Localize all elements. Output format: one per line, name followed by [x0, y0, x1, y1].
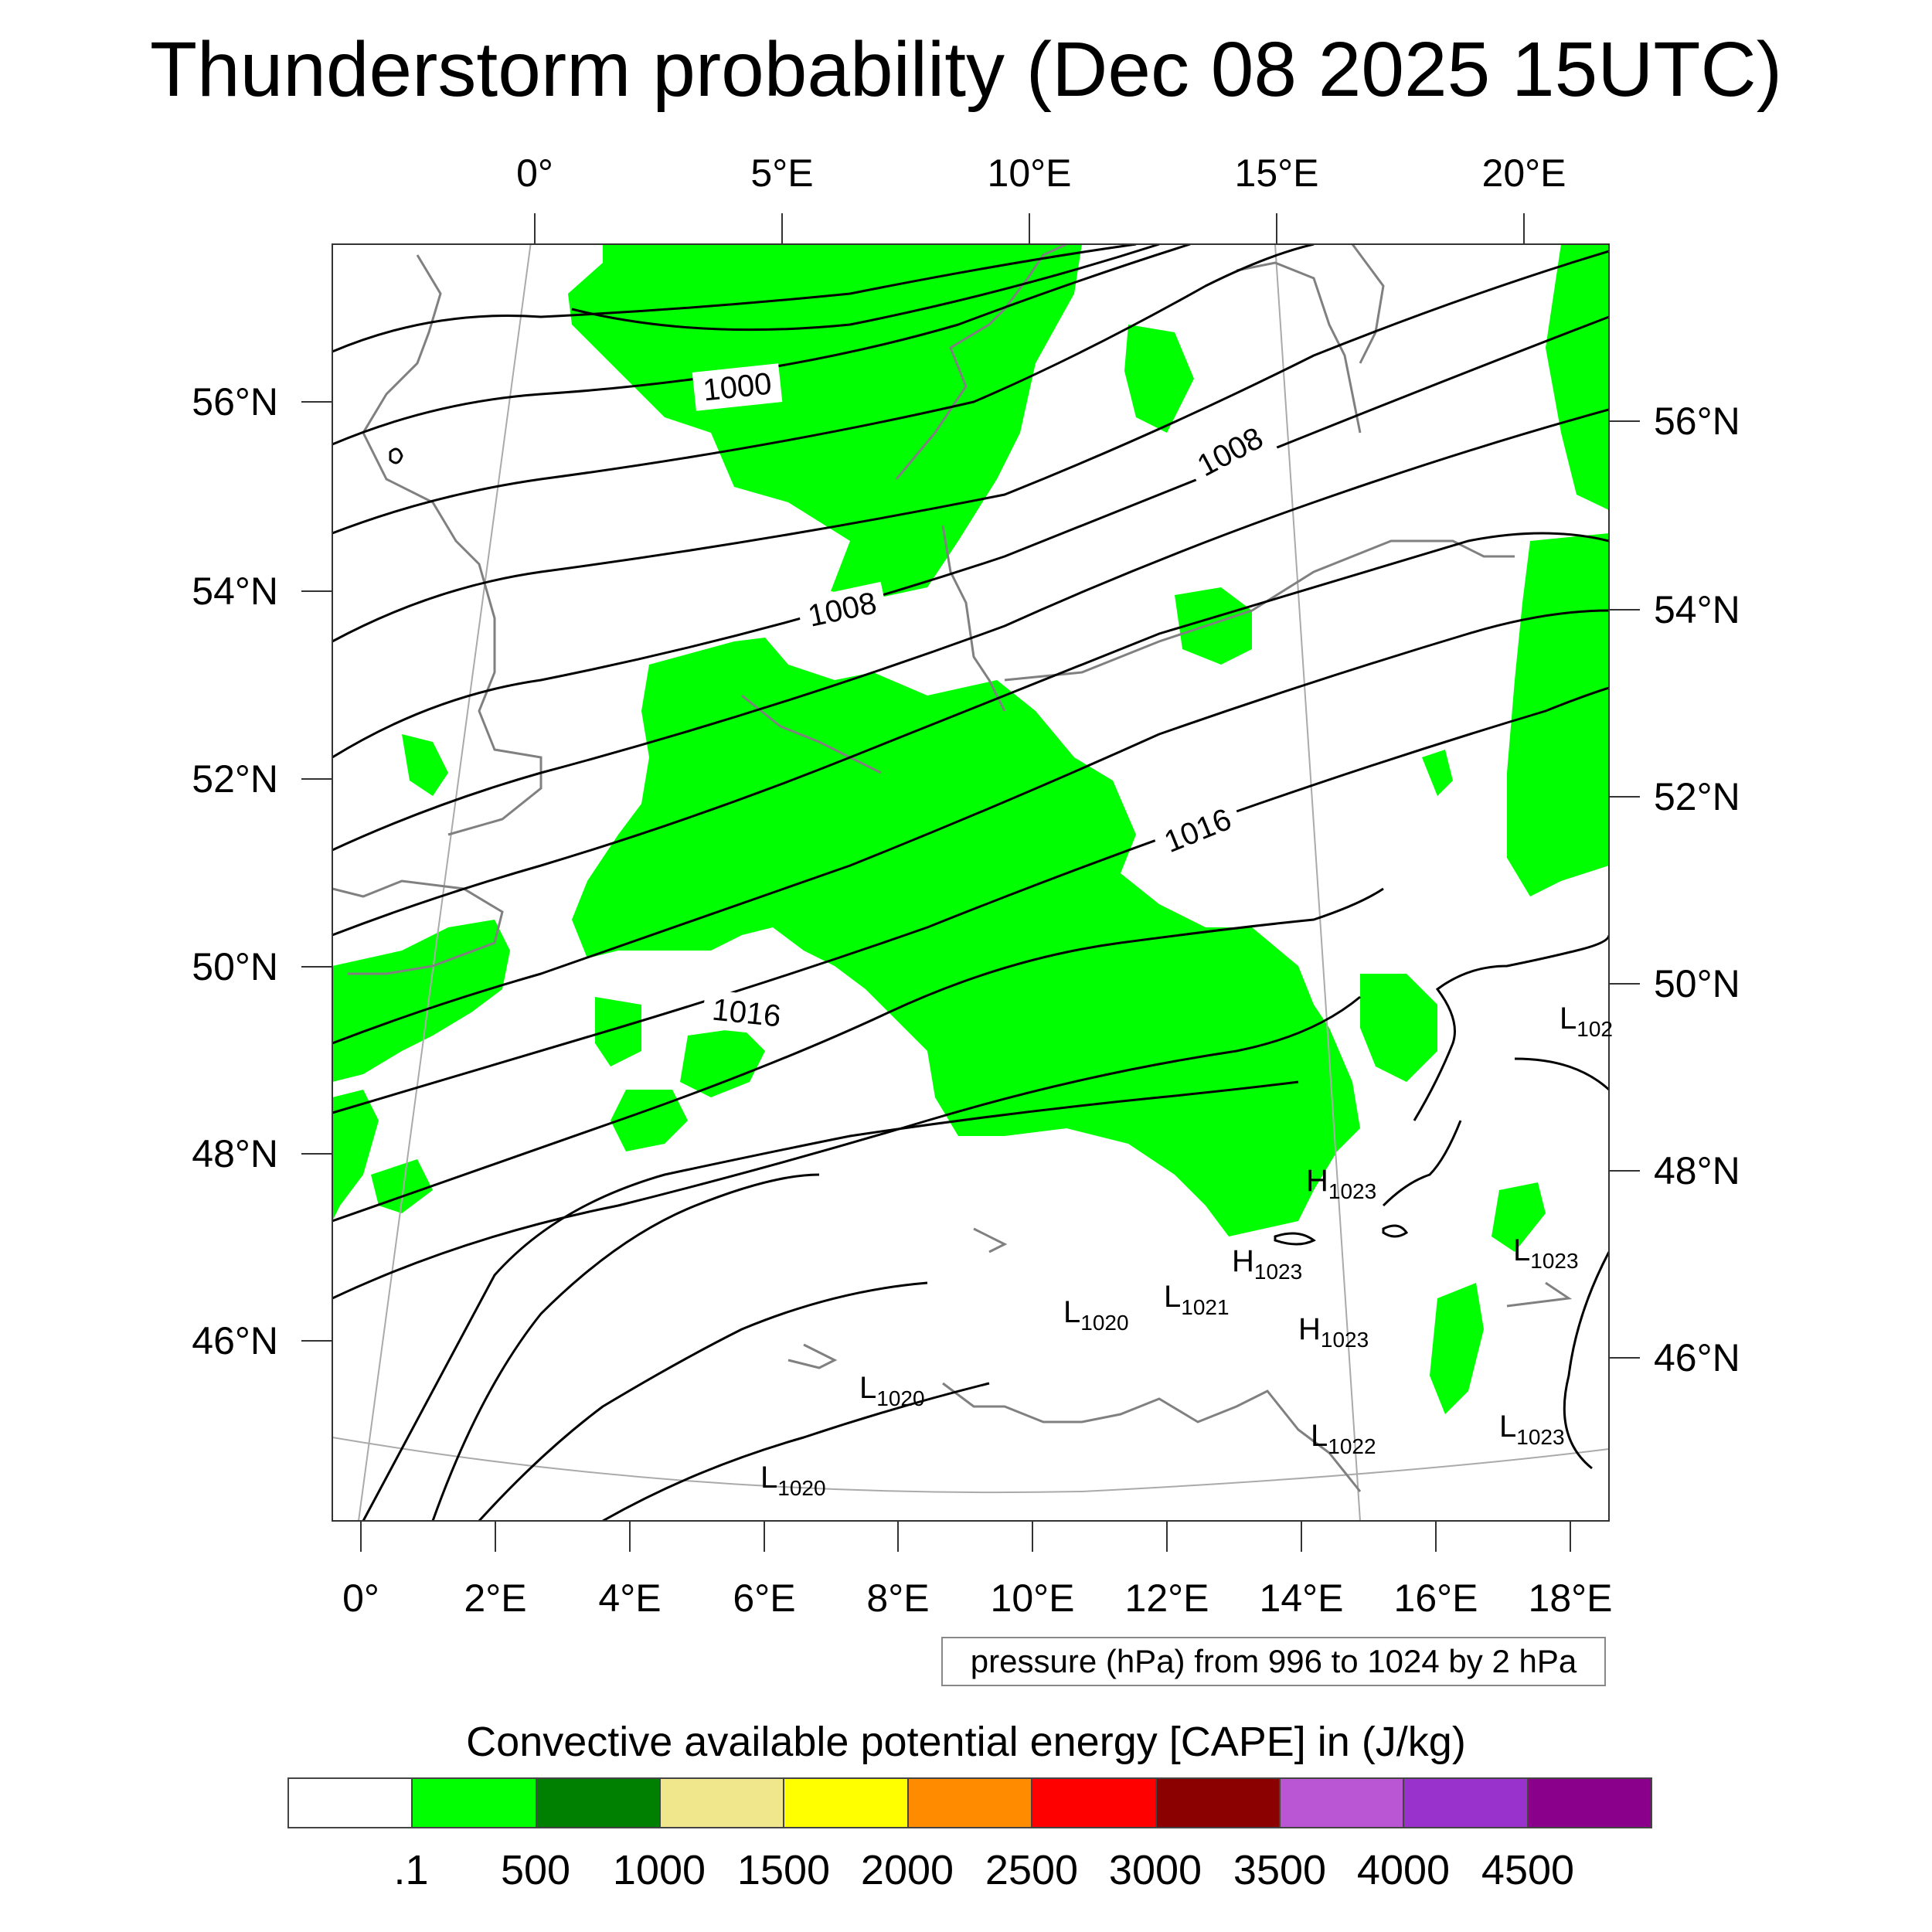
lon-top-label: 0°	[516, 151, 553, 195]
lon-bottom-label: 4°E	[598, 1577, 662, 1620]
map-frame	[332, 243, 1610, 1522]
lon-bottom-label: 18°E	[1528, 1577, 1613, 1620]
lat-right-label: 50°N	[1654, 962, 1740, 1005]
lat-left-label: 54°N	[192, 570, 278, 613]
pressure-center-low: L1023	[1513, 1233, 1579, 1273]
colorbar-label: 500	[500, 1847, 571, 1893]
colorbar-label: 4500	[1481, 1847, 1575, 1893]
cape-area-east	[1507, 533, 1609, 896]
pressure-center-low: L102	[1560, 1002, 1613, 1041]
cape-area-baltic	[1422, 750, 1453, 796]
pressure-center-low: L1020	[760, 1461, 826, 1500]
lon-bottom-label: 16°E	[1393, 1577, 1478, 1620]
isobar-label: 1016	[710, 992, 782, 1033]
cape-area-france-1	[595, 997, 641, 1066]
isobar-label: 1000	[701, 366, 773, 407]
lon-bottom-label: 2°E	[464, 1577, 527, 1620]
cape-area-southwest	[332, 1090, 379, 1221]
colorbar-swatch	[908, 1779, 1033, 1827]
cape-area-denmark	[1124, 325, 1194, 433]
lat-left-label: 46°N	[192, 1319, 278, 1362]
lat-right-label: 52°N	[1654, 775, 1740, 818]
cape-area-czech	[1360, 974, 1437, 1082]
cape-area-north	[568, 244, 1082, 599]
lon-bottom-label: 12°E	[1124, 1577, 1209, 1620]
cape-area-carpathian	[1492, 1182, 1546, 1252]
colorbar-title: Convective available potential energy [C…	[466, 1719, 1466, 1765]
colorbar-label: .1	[393, 1847, 429, 1893]
cape-area-poland	[1175, 587, 1252, 665]
cape-areas	[332, 244, 1609, 1414]
pressure-center-high: H1023	[1298, 1312, 1369, 1352]
pressure-center-low: L1023	[1499, 1410, 1565, 1449]
lon-top-label: 5°E	[750, 151, 814, 195]
cape-area-balkan	[1430, 1283, 1484, 1414]
colorbar-label: 3000	[1108, 1847, 1202, 1893]
colorbar-label: 3500	[1233, 1847, 1327, 1893]
lon-bottom-label: 6°E	[733, 1577, 796, 1620]
coastlines	[332, 244, 1573, 1492]
colorbar-label: 1000	[612, 1847, 706, 1893]
pressure-center-high: H1023	[1306, 1164, 1377, 1203]
pressure-center-high: H1023	[1232, 1244, 1303, 1284]
colorbar-swatch	[536, 1779, 662, 1827]
pressure-center-low: L1020	[859, 1371, 925, 1410]
cape-colorbar	[287, 1777, 1652, 1828]
pressure-center-low: L1020	[1063, 1295, 1129, 1335]
cape-area-france-4	[371, 1159, 433, 1213]
lon-bottom-label: 10°E	[990, 1577, 1075, 1620]
lon-bottom-label: 8°E	[866, 1577, 930, 1620]
colorbar-swatch	[1404, 1779, 1529, 1827]
colorbar-swatch	[413, 1779, 537, 1827]
lat-left-label: 48°N	[192, 1132, 278, 1175]
lat-left-label: 52°N	[192, 757, 278, 801]
colorbar-label: 1500	[736, 1847, 831, 1893]
pressure-center-low: L1022	[1311, 1419, 1376, 1458]
cape-area-north-sea-small	[402, 734, 448, 796]
cape-area-central	[572, 638, 1360, 1236]
lon-bottom-label: 0°	[342, 1577, 379, 1620]
colorbar-label: 2500	[985, 1847, 1079, 1893]
lat-right-label: 46°N	[1654, 1336, 1740, 1379]
colorbar-swatch	[784, 1779, 909, 1827]
lon-top-label: 20°E	[1481, 151, 1566, 195]
cape-area-france-3	[611, 1090, 688, 1151]
lat-left-label: 50°N	[192, 945, 278, 988]
colorbar-swatch	[1528, 1779, 1651, 1827]
lat-lon-grid	[332, 244, 1609, 1521]
pressure-center-low: L1021	[1164, 1280, 1230, 1319]
cape-area-west	[332, 920, 510, 1082]
colorbar-swatch	[1280, 1779, 1405, 1827]
colorbar-swatch	[1156, 1779, 1281, 1827]
axis-ticks	[301, 213, 1640, 1552]
cape-area-east-top	[1546, 244, 1609, 510]
pressure-note: pressure (hPa) from 996 to 1024 by 2 hPa	[941, 1637, 1606, 1686]
colorbar-label: 4000	[1356, 1847, 1451, 1893]
lon-bottom-label: 14°E	[1259, 1577, 1344, 1620]
colorbar-swatch	[1032, 1779, 1157, 1827]
cape-area-france-2	[680, 1028, 765, 1097]
colorbar-swatch	[289, 1779, 413, 1827]
lat-right-label: 56°N	[1654, 400, 1740, 443]
lat-right-label: 48°N	[1654, 1149, 1740, 1192]
lon-top-label: 15°E	[1234, 151, 1319, 195]
colorbar-label: 2000	[860, 1847, 954, 1893]
map-title: Thunderstorm probability (Dec 08 2025 15…	[149, 26, 1783, 113]
colorbar-swatch	[661, 1779, 785, 1827]
lat-left-label: 56°N	[192, 380, 278, 423]
lat-right-label: 54°N	[1654, 588, 1740, 631]
isobars	[332, 244, 1609, 1521]
lon-top-label: 10°E	[987, 151, 1072, 195]
